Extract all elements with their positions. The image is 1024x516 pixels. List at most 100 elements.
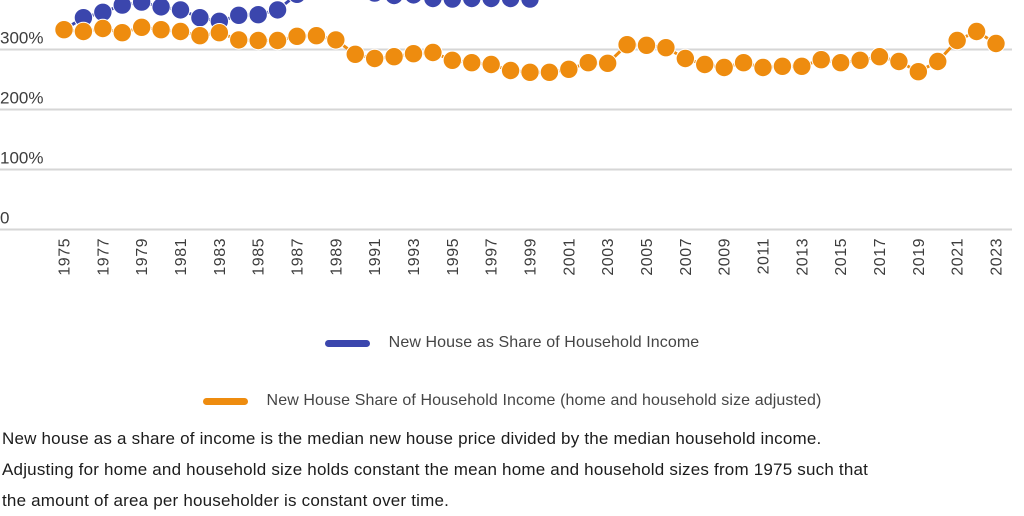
y-tick-label: 200% [0, 89, 43, 108]
data-point [675, 48, 696, 69]
data-point [733, 53, 754, 73]
data-point [695, 54, 715, 75]
caption-line-2: Adjusting for home and household size ho… [2, 460, 869, 479]
data-point [248, 30, 268, 51]
chart-caption: New house as a share of income is the me… [2, 423, 1024, 516]
data-point [267, 30, 288, 51]
data-point [500, 60, 521, 81]
data-point [364, 48, 385, 69]
data-point [811, 50, 831, 70]
x-tick-label: 1993 [406, 238, 423, 276]
data-point [481, 0, 501, 9]
x-tick-label: 1999 [523, 238, 540, 276]
data-point [869, 47, 890, 67]
x-tick-label: 1997 [484, 238, 501, 276]
x-tick-label: 2021 [950, 238, 967, 276]
x-tick-label: 1995 [445, 238, 462, 276]
caption-line-3: the amount of area per householder is co… [2, 491, 450, 510]
x-tick-label: 2007 [678, 238, 695, 276]
data-point [112, 23, 132, 43]
data-point [131, 0, 152, 12]
data-point [792, 56, 812, 77]
data-point [190, 8, 210, 28]
data-point [267, 0, 288, 20]
data-point [539, 62, 560, 83]
data-point [908, 61, 929, 82]
data-point [190, 26, 210, 46]
data-point [93, 2, 113, 22]
legend-label-adjusted: New House Share of Household Income (hom… [266, 392, 822, 409]
data-point [209, 23, 230, 43]
x-tick-label: 2001 [561, 238, 578, 276]
x-tick-label: 2015 [833, 238, 850, 276]
x-tick-label: 2011 [756, 238, 773, 274]
legend-item-unadjusted: New House as Share of Household Income [0, 334, 1024, 352]
x-tick-label: 1983 [212, 238, 229, 276]
data-point [559, 59, 579, 80]
data-point [423, 0, 443, 9]
data-point [367, 0, 382, 3]
data-point [229, 5, 249, 25]
data-point [442, 50, 463, 70]
data-point [520, 0, 540, 9]
x-tick-label: 1977 [95, 238, 112, 276]
data-point [442, 0, 462, 9]
x-tick-label: 2009 [717, 238, 734, 276]
y-tick-label: 300% [0, 29, 43, 48]
data-point [772, 56, 793, 77]
x-tick-label: 2017 [872, 238, 889, 276]
data-point [384, 47, 404, 67]
legend-swatch-blue [324, 339, 370, 347]
x-tick-label: 1975 [57, 238, 74, 276]
x-tick-label: 1985 [251, 238, 268, 276]
data-point [287, 26, 307, 46]
chart-area: 0 100% 200% 300% 1975 1977 1979 1981 1983 1985 198… [0, 0, 1012, 276]
x-tick-label: 1981 [173, 238, 190, 276]
data-point [229, 30, 249, 50]
data-point [170, 21, 191, 42]
chart-canvas: 0 100% 200% 300% 1975 1977 1979 1981 1983 1985 198… [0, 0, 1012, 276]
data-point [636, 35, 657, 55]
data-point [501, 0, 521, 9]
legend-item-adjusted: New House Share of Household Income (hom… [0, 392, 1024, 410]
x-tick-label: 1991 [367, 238, 384, 276]
x-tick-label: 2013 [794, 238, 811, 276]
caption-line-1: New house as a share of income is the me… [2, 429, 822, 448]
data-point [423, 42, 443, 63]
data-point [850, 50, 870, 70]
data-point [73, 21, 94, 42]
data-point [248, 5, 268, 25]
x-tick-label: 1987 [290, 238, 307, 276]
x-tick-label: 1989 [328, 238, 345, 276]
data-point [928, 51, 948, 72]
x-tick-label: 2003 [600, 238, 617, 276]
legend-label-unadjusted: New House as Share of Household Income [388, 334, 700, 351]
data-point [405, 0, 422, 5]
data-point [93, 18, 113, 39]
x-tick-label: 2023 [989, 238, 1006, 276]
data-point [403, 44, 424, 64]
data-point [54, 20, 74, 40]
data-point [151, 0, 171, 17]
data-point [481, 54, 501, 75]
data-point [462, 53, 482, 73]
x-tick-label: 1979 [134, 238, 151, 276]
legend-swatch-orange [202, 397, 248, 405]
data-point [714, 57, 734, 78]
data-point [131, 17, 152, 37]
data-point [830, 53, 851, 73]
data-point [656, 38, 676, 58]
data-point [345, 44, 365, 64]
data-point [966, 21, 987, 42]
x-tick-label: 2005 [639, 238, 656, 276]
x-tick-label: 2019 [911, 238, 928, 276]
data-point [170, 0, 191, 20]
data-point [326, 30, 346, 50]
y-tick-label: 100% [0, 149, 43, 168]
data-point [151, 20, 171, 40]
data-point [520, 62, 540, 83]
data-point [306, 26, 327, 46]
data-point [578, 53, 598, 73]
data-point [889, 51, 909, 72]
data-point [462, 0, 482, 9]
